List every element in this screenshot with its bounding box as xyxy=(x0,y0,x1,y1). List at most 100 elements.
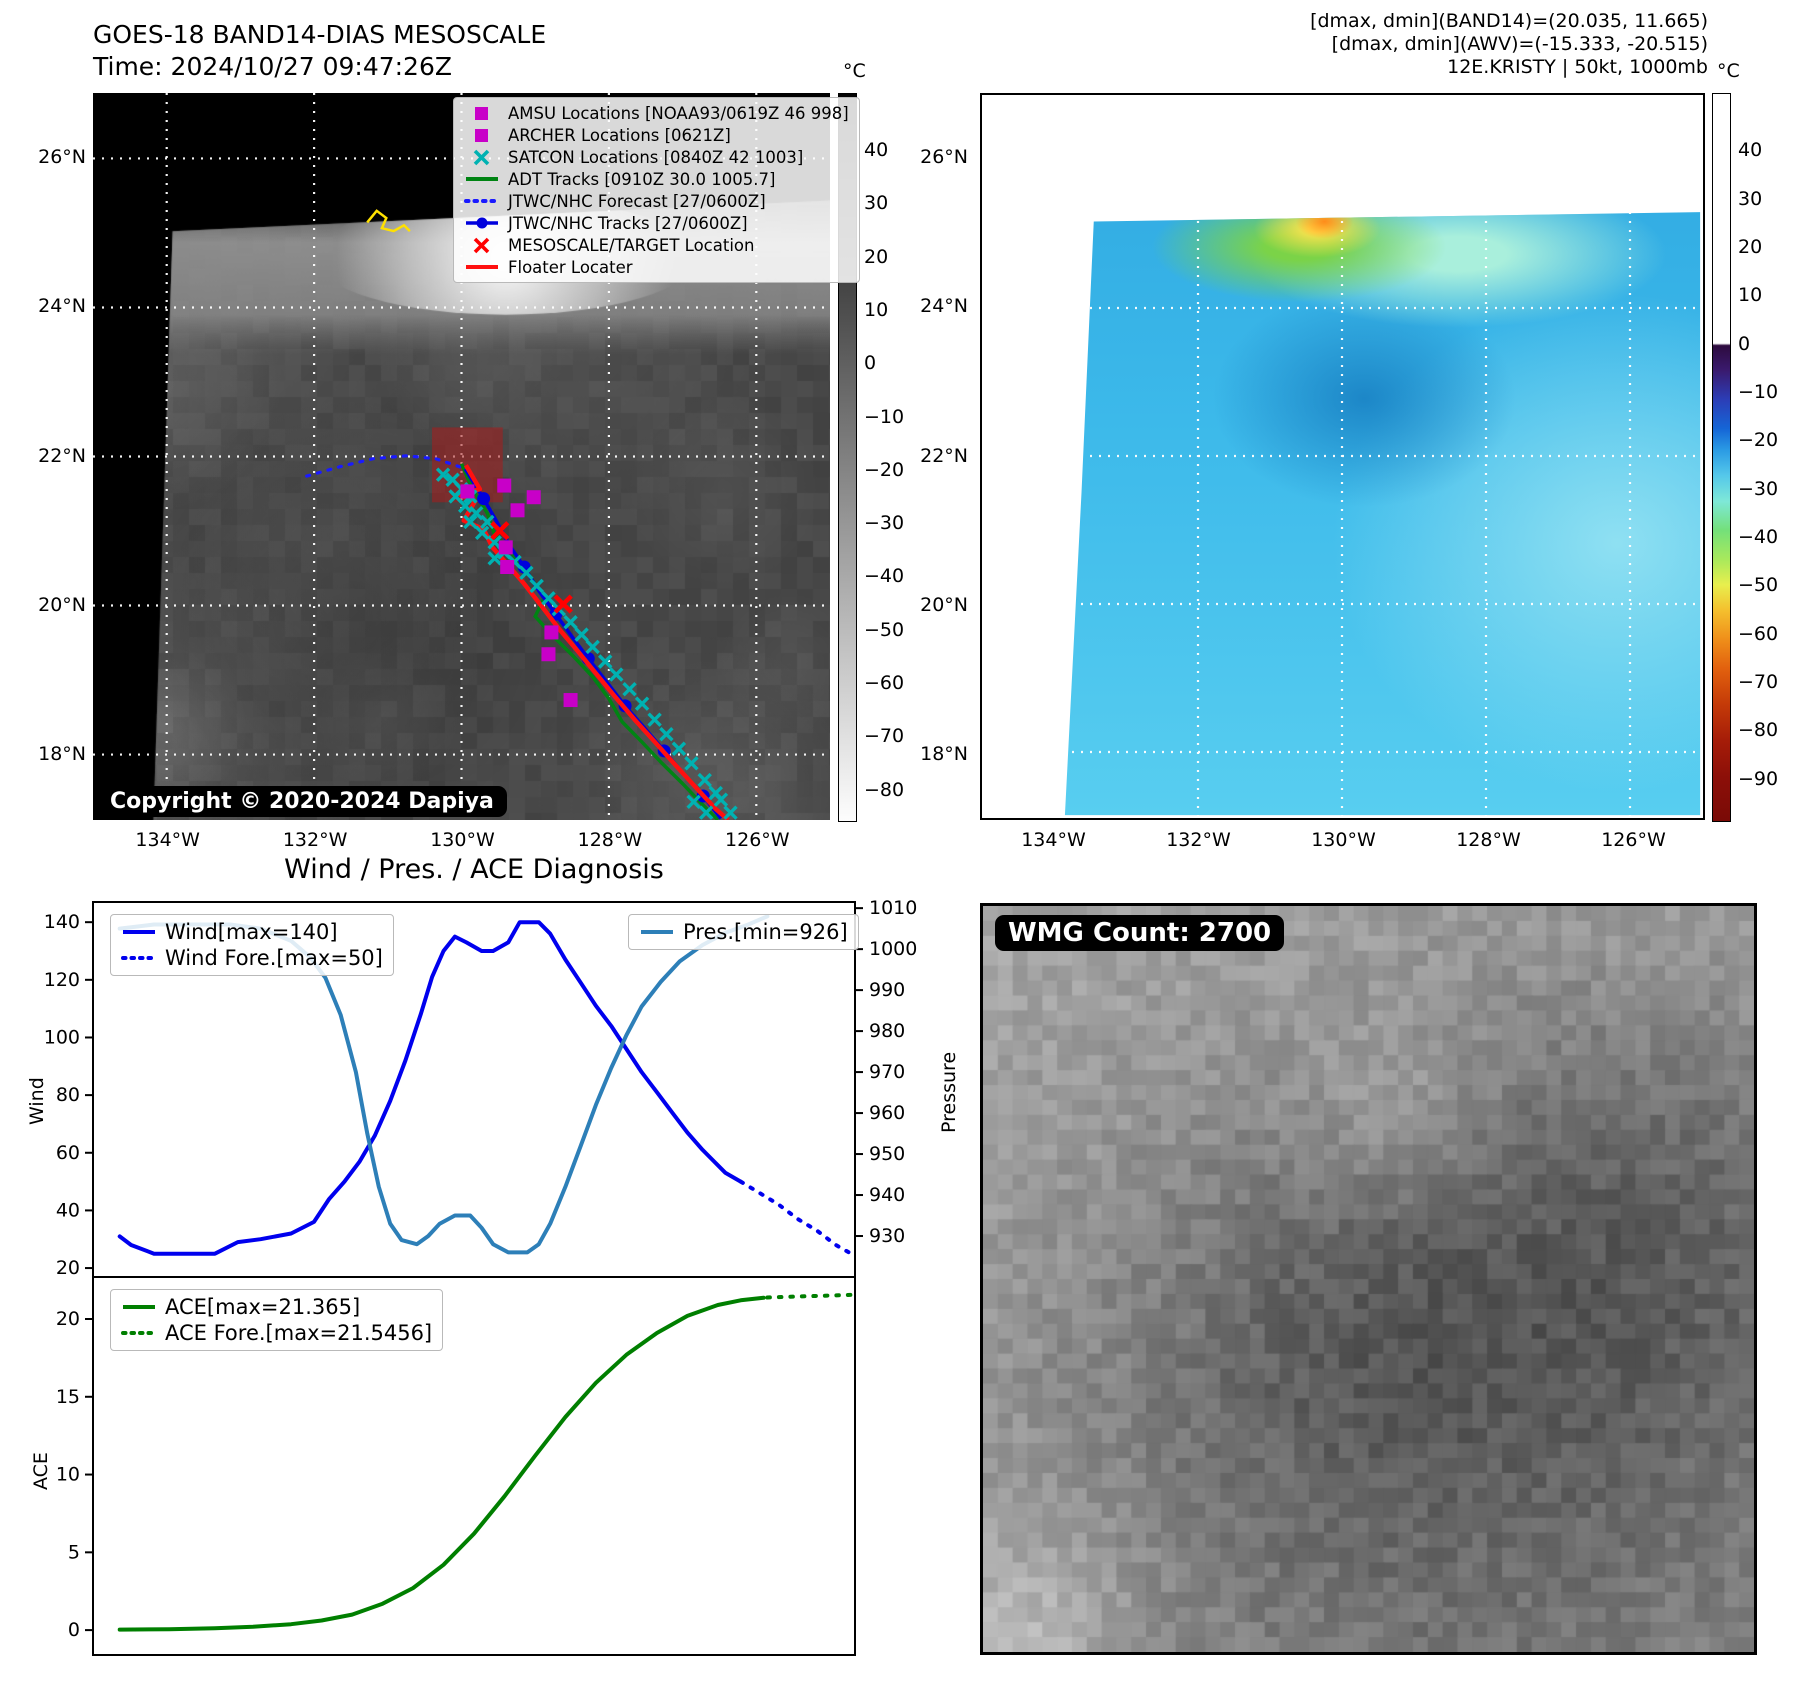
legend-marker-line xyxy=(123,1305,155,1309)
awv-colorbar-tick: −60 xyxy=(1738,622,1779,645)
legend-item: Wind Fore.[max=50] xyxy=(121,946,383,970)
satcon-mark xyxy=(659,727,674,742)
satcon-mark xyxy=(671,741,687,756)
target-mark xyxy=(490,521,510,541)
awv-colorbar-tick: −10 xyxy=(1738,380,1779,403)
y-tick-label: 20 xyxy=(56,1308,80,1330)
lon-tick-label: 132°W xyxy=(1166,829,1231,851)
wind-axis-label: Wind xyxy=(26,1077,48,1125)
awv-colorbar-tick: −90 xyxy=(1738,767,1779,790)
satcon-mark xyxy=(686,794,701,810)
legend-item: Pres.[min=926] xyxy=(639,920,848,944)
legend-item: Wind[max=140] xyxy=(121,920,383,944)
legend-item-label: ACE[max=21.365] xyxy=(165,1295,361,1319)
legend-item: MESOSCALE/TARGET Location xyxy=(464,235,849,255)
awv-colorbar-tick: −50 xyxy=(1738,574,1779,597)
band14-overlay-svg xyxy=(93,93,830,820)
legend-item-label: JTWC/NHC Forecast [27/0600Z] xyxy=(508,191,766,211)
legend-item: ADT Tracks [0910Z 30.0 1005.7] xyxy=(464,169,849,189)
lat-tick-label: 26°N xyxy=(38,146,86,169)
satcon-mark xyxy=(585,639,600,655)
y2-tick-label: 940 xyxy=(869,1184,905,1206)
lat-tick-label: 26°N xyxy=(920,146,968,169)
legend-item: AMSU Locations [NOAA93/0619Z 46 998] xyxy=(464,103,849,123)
satcon-mark xyxy=(480,514,495,530)
y-tick-label: 100 xyxy=(44,1026,80,1048)
band14-satellite-map: AMSU Locations [NOAA93/0619Z 46 998] ARCH… xyxy=(93,93,860,820)
satcon-mark xyxy=(435,467,451,482)
y-tick-label: 60 xyxy=(56,1142,80,1164)
satcon-mark xyxy=(445,472,460,487)
copyright-badge: Copyright © 2020-2024 Dapiya xyxy=(97,786,507,817)
legend-item-label: JTWC/NHC Tracks [27/0600Z] xyxy=(508,213,748,233)
y-tick-label: 120 xyxy=(44,969,80,991)
lat-tick-label: 18°N xyxy=(920,742,968,765)
legend-marker-line xyxy=(466,177,498,181)
annotation-awv: [dmax, dmin](AWV)=(-15.333, -20.515) xyxy=(1331,33,1708,55)
jtwc-forecast-track xyxy=(305,454,466,478)
legend-marker-square xyxy=(475,107,488,120)
lon-tick-label: 134°W xyxy=(135,829,200,851)
legend-item-label: Floater Locater xyxy=(508,257,633,277)
awv-colorbar-tick: 0 xyxy=(1738,332,1751,355)
lon-tick-label: 126°W xyxy=(1601,829,1666,851)
lat-tick-label: 24°N xyxy=(920,295,968,318)
series-wind-max- xyxy=(117,920,743,1256)
legend-marker-dotted xyxy=(121,1331,157,1335)
series-ace-fore-max- xyxy=(765,1292,854,1300)
lon-tick-label: 128°W xyxy=(1456,829,1521,851)
lat-tick-label: 18°N xyxy=(38,742,86,765)
legend-item-label: MESOSCALE/TARGET Location xyxy=(508,235,755,255)
satcon-mark xyxy=(529,578,544,594)
legend-marker-x xyxy=(473,237,490,254)
timeseries-charts-svg: 2040608010012014093094095096097098099010… xyxy=(44,897,917,1656)
ace-axis-label: ACE xyxy=(30,1452,52,1490)
legend-item: JTWC/NHC Forecast [27/0600Z] xyxy=(464,191,849,211)
annotation-band14: [dmax, dmin](BAND14)=(20.035, 11.665) xyxy=(1310,10,1708,32)
amsu-mark xyxy=(510,503,525,518)
satcon-mark xyxy=(574,627,589,642)
legend-item: SATCON Locations [0840Z 42 1003] xyxy=(464,147,849,167)
legend-item-label: AMSU Locations [NOAA93/0619Z 46 998] xyxy=(508,103,849,123)
awv-grid-svg xyxy=(982,95,1702,817)
awv-colorbar xyxy=(1712,93,1731,822)
satcon-mark xyxy=(463,514,478,530)
satcon-mark xyxy=(541,591,556,606)
chart-title: Wind / Pres. / ACE Diagnosis xyxy=(284,854,664,885)
satcon-mark xyxy=(698,805,714,820)
panel1-title: GOES-18 BAND14-DIAS MESOSCALE xyxy=(93,20,547,49)
satcon-mark xyxy=(487,535,502,550)
lat-tick-label: 22°N xyxy=(38,444,86,467)
band14-colorbar-tick: 20 xyxy=(864,245,889,268)
band14-colorbar-tick: −50 xyxy=(864,618,905,641)
panel1-time: Time: 2024/10/27 09:47:26Z xyxy=(93,52,452,81)
legend-item: Floater Locater xyxy=(464,257,849,277)
legend-marker-dotted xyxy=(121,956,157,960)
y-tick-label: 80 xyxy=(56,1084,80,1106)
awv-colorbar-unit: °C xyxy=(1717,60,1740,82)
wmg-count-badge: WMG Count: 2700 xyxy=(995,915,1285,951)
satcon-mark xyxy=(609,667,624,682)
y2-tick-label: 980 xyxy=(869,1020,905,1042)
satcon-mark xyxy=(684,756,699,771)
y-tick-label: 0 xyxy=(68,1619,80,1641)
band14-colorbar-tick: −10 xyxy=(864,405,905,428)
y-tick-label: 15 xyxy=(56,1386,80,1408)
legend-item-label: Wind Fore.[max=50] xyxy=(165,946,383,970)
awv-colorbar-tick: 10 xyxy=(1738,284,1763,307)
satcon-mark xyxy=(647,712,662,727)
lat-tick-label: 24°N xyxy=(38,295,86,318)
wmg-panel: WMG Count: 2700 xyxy=(980,903,1757,1655)
lon-tick-label: 134°W xyxy=(1021,829,1086,851)
awv-colorbar-tick: −70 xyxy=(1738,670,1779,693)
band14-colorbar-tick: 0 xyxy=(864,352,877,375)
satcon-mark xyxy=(634,696,650,711)
awv-imagery xyxy=(1064,212,1701,816)
lon-tick-label: 130°W xyxy=(430,829,495,851)
satcon-mark xyxy=(713,792,729,807)
satcon-mark xyxy=(622,681,637,697)
legend-marker-line xyxy=(466,265,498,269)
legend-item: ACE[max=21.365] xyxy=(121,1295,432,1319)
satcon-mark xyxy=(474,525,490,541)
amsu-mark xyxy=(460,484,475,499)
